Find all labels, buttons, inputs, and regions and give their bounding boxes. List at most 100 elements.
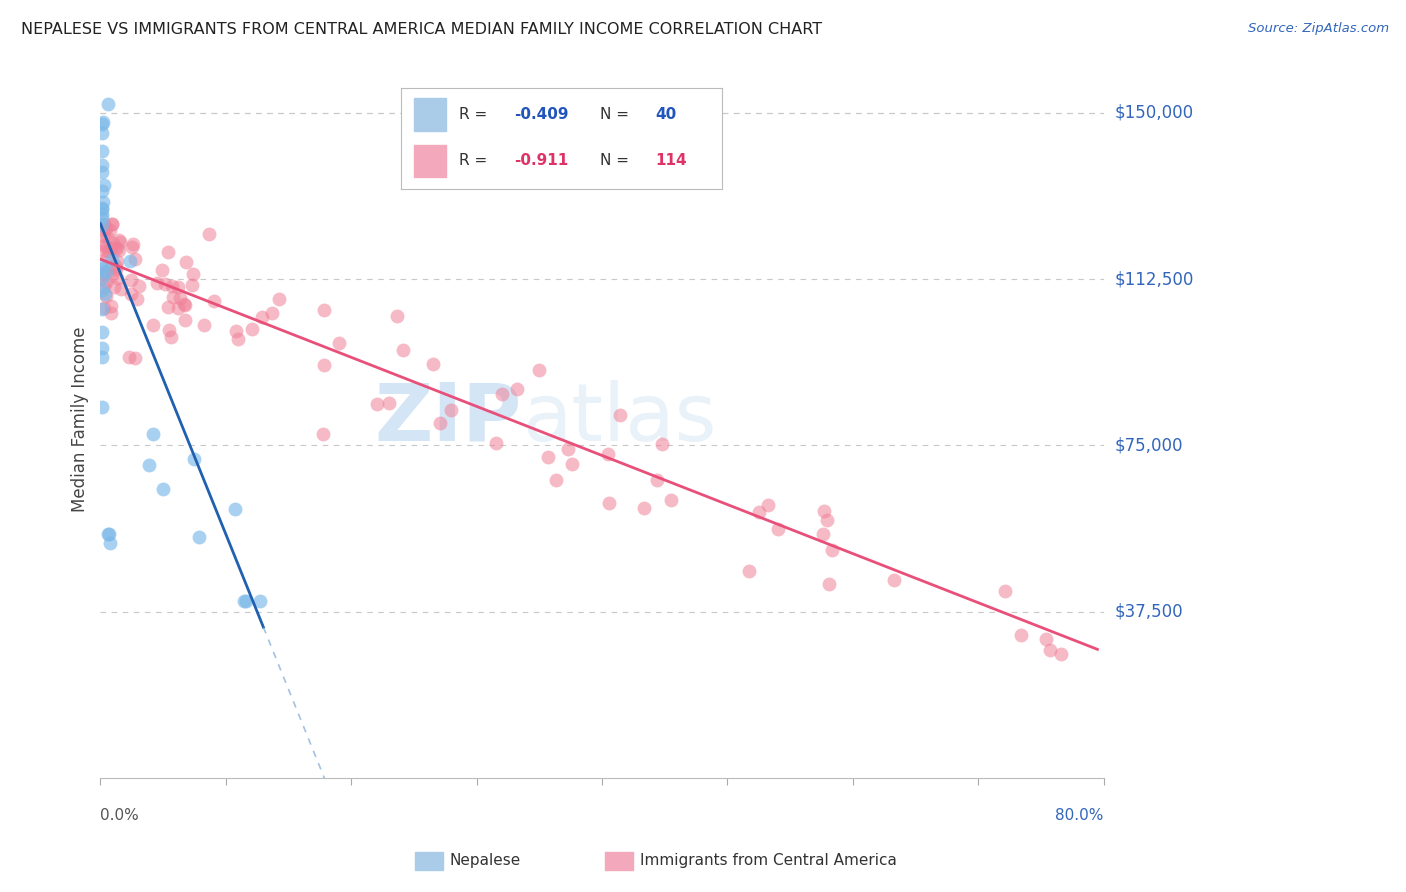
Point xyxy=(100,268,122,282)
Point xyxy=(748,505,770,519)
Point xyxy=(90,325,112,339)
Point xyxy=(169,291,191,305)
Point xyxy=(183,451,205,466)
Point xyxy=(93,229,115,244)
Point xyxy=(90,270,112,285)
Text: atlas: atlas xyxy=(522,380,716,458)
Point xyxy=(198,227,221,241)
Point xyxy=(93,244,115,259)
Point xyxy=(813,504,835,518)
Point xyxy=(505,382,527,396)
Point xyxy=(596,447,619,461)
Point xyxy=(1050,647,1073,661)
Point xyxy=(252,310,274,324)
Point xyxy=(96,289,118,303)
Point xyxy=(157,245,180,260)
Point xyxy=(97,244,120,259)
Point xyxy=(90,283,112,297)
Point xyxy=(645,473,668,487)
Point xyxy=(312,358,335,372)
Point xyxy=(160,329,183,343)
Point xyxy=(138,458,160,472)
Point xyxy=(155,277,177,292)
Point xyxy=(108,233,131,247)
Point xyxy=(120,253,142,268)
Point xyxy=(90,211,112,226)
Point xyxy=(440,402,463,417)
Point xyxy=(883,573,905,587)
Point xyxy=(366,397,388,411)
Point xyxy=(91,201,114,215)
Point xyxy=(633,501,655,516)
Point xyxy=(756,499,779,513)
Point xyxy=(162,290,184,304)
Text: 0.0%: 0.0% xyxy=(100,808,139,823)
Text: 80.0%: 80.0% xyxy=(1056,808,1104,823)
Point xyxy=(150,262,173,277)
Point xyxy=(90,207,112,221)
Point xyxy=(103,279,125,293)
Point xyxy=(118,350,141,364)
Point xyxy=(96,230,118,244)
Point xyxy=(659,493,682,508)
Point xyxy=(100,536,122,550)
Point xyxy=(100,241,122,255)
Point xyxy=(120,286,142,301)
Point xyxy=(96,250,118,264)
Text: Immigrants from Central America: Immigrants from Central America xyxy=(640,854,897,868)
Point xyxy=(429,416,451,430)
Point xyxy=(328,335,350,350)
Text: $112,500: $112,500 xyxy=(1115,270,1194,288)
Point xyxy=(90,218,112,232)
Point xyxy=(93,238,115,252)
Point xyxy=(90,165,112,179)
Point xyxy=(105,241,128,255)
Point xyxy=(160,278,183,293)
Point xyxy=(90,261,112,276)
Point xyxy=(174,298,197,312)
Point xyxy=(90,202,112,216)
Point xyxy=(98,527,121,541)
Point xyxy=(491,387,513,401)
Text: $75,000: $75,000 xyxy=(1115,436,1184,454)
Point xyxy=(651,436,673,450)
Point xyxy=(187,530,209,544)
Point xyxy=(766,522,789,536)
Point xyxy=(173,312,195,326)
Point xyxy=(225,324,247,338)
Point xyxy=(90,144,112,158)
Point xyxy=(249,593,271,607)
Point xyxy=(91,400,114,414)
Point xyxy=(193,318,215,332)
Point xyxy=(224,502,246,516)
Point xyxy=(994,583,1017,598)
Point xyxy=(314,303,336,318)
Point xyxy=(377,395,399,409)
Text: Source: ZipAtlas.com: Source: ZipAtlas.com xyxy=(1249,22,1389,36)
Point xyxy=(90,302,112,317)
Point xyxy=(598,496,620,510)
Point xyxy=(124,252,146,266)
Point xyxy=(91,194,114,209)
Point xyxy=(811,526,834,541)
Point xyxy=(93,267,115,281)
Point xyxy=(90,185,112,199)
Point xyxy=(142,318,165,333)
Point xyxy=(94,239,117,253)
Point xyxy=(157,323,180,337)
Point xyxy=(232,593,254,607)
Point xyxy=(537,450,560,464)
Point xyxy=(90,258,112,272)
Point xyxy=(93,264,115,278)
Point xyxy=(101,217,124,231)
Point xyxy=(94,265,117,279)
Point xyxy=(815,513,838,527)
Point xyxy=(145,276,167,290)
Point xyxy=(152,482,174,496)
Point xyxy=(97,527,120,541)
Point xyxy=(121,240,143,254)
Point xyxy=(93,279,115,293)
Point xyxy=(181,267,204,281)
Point xyxy=(176,255,198,269)
Point xyxy=(90,158,112,172)
